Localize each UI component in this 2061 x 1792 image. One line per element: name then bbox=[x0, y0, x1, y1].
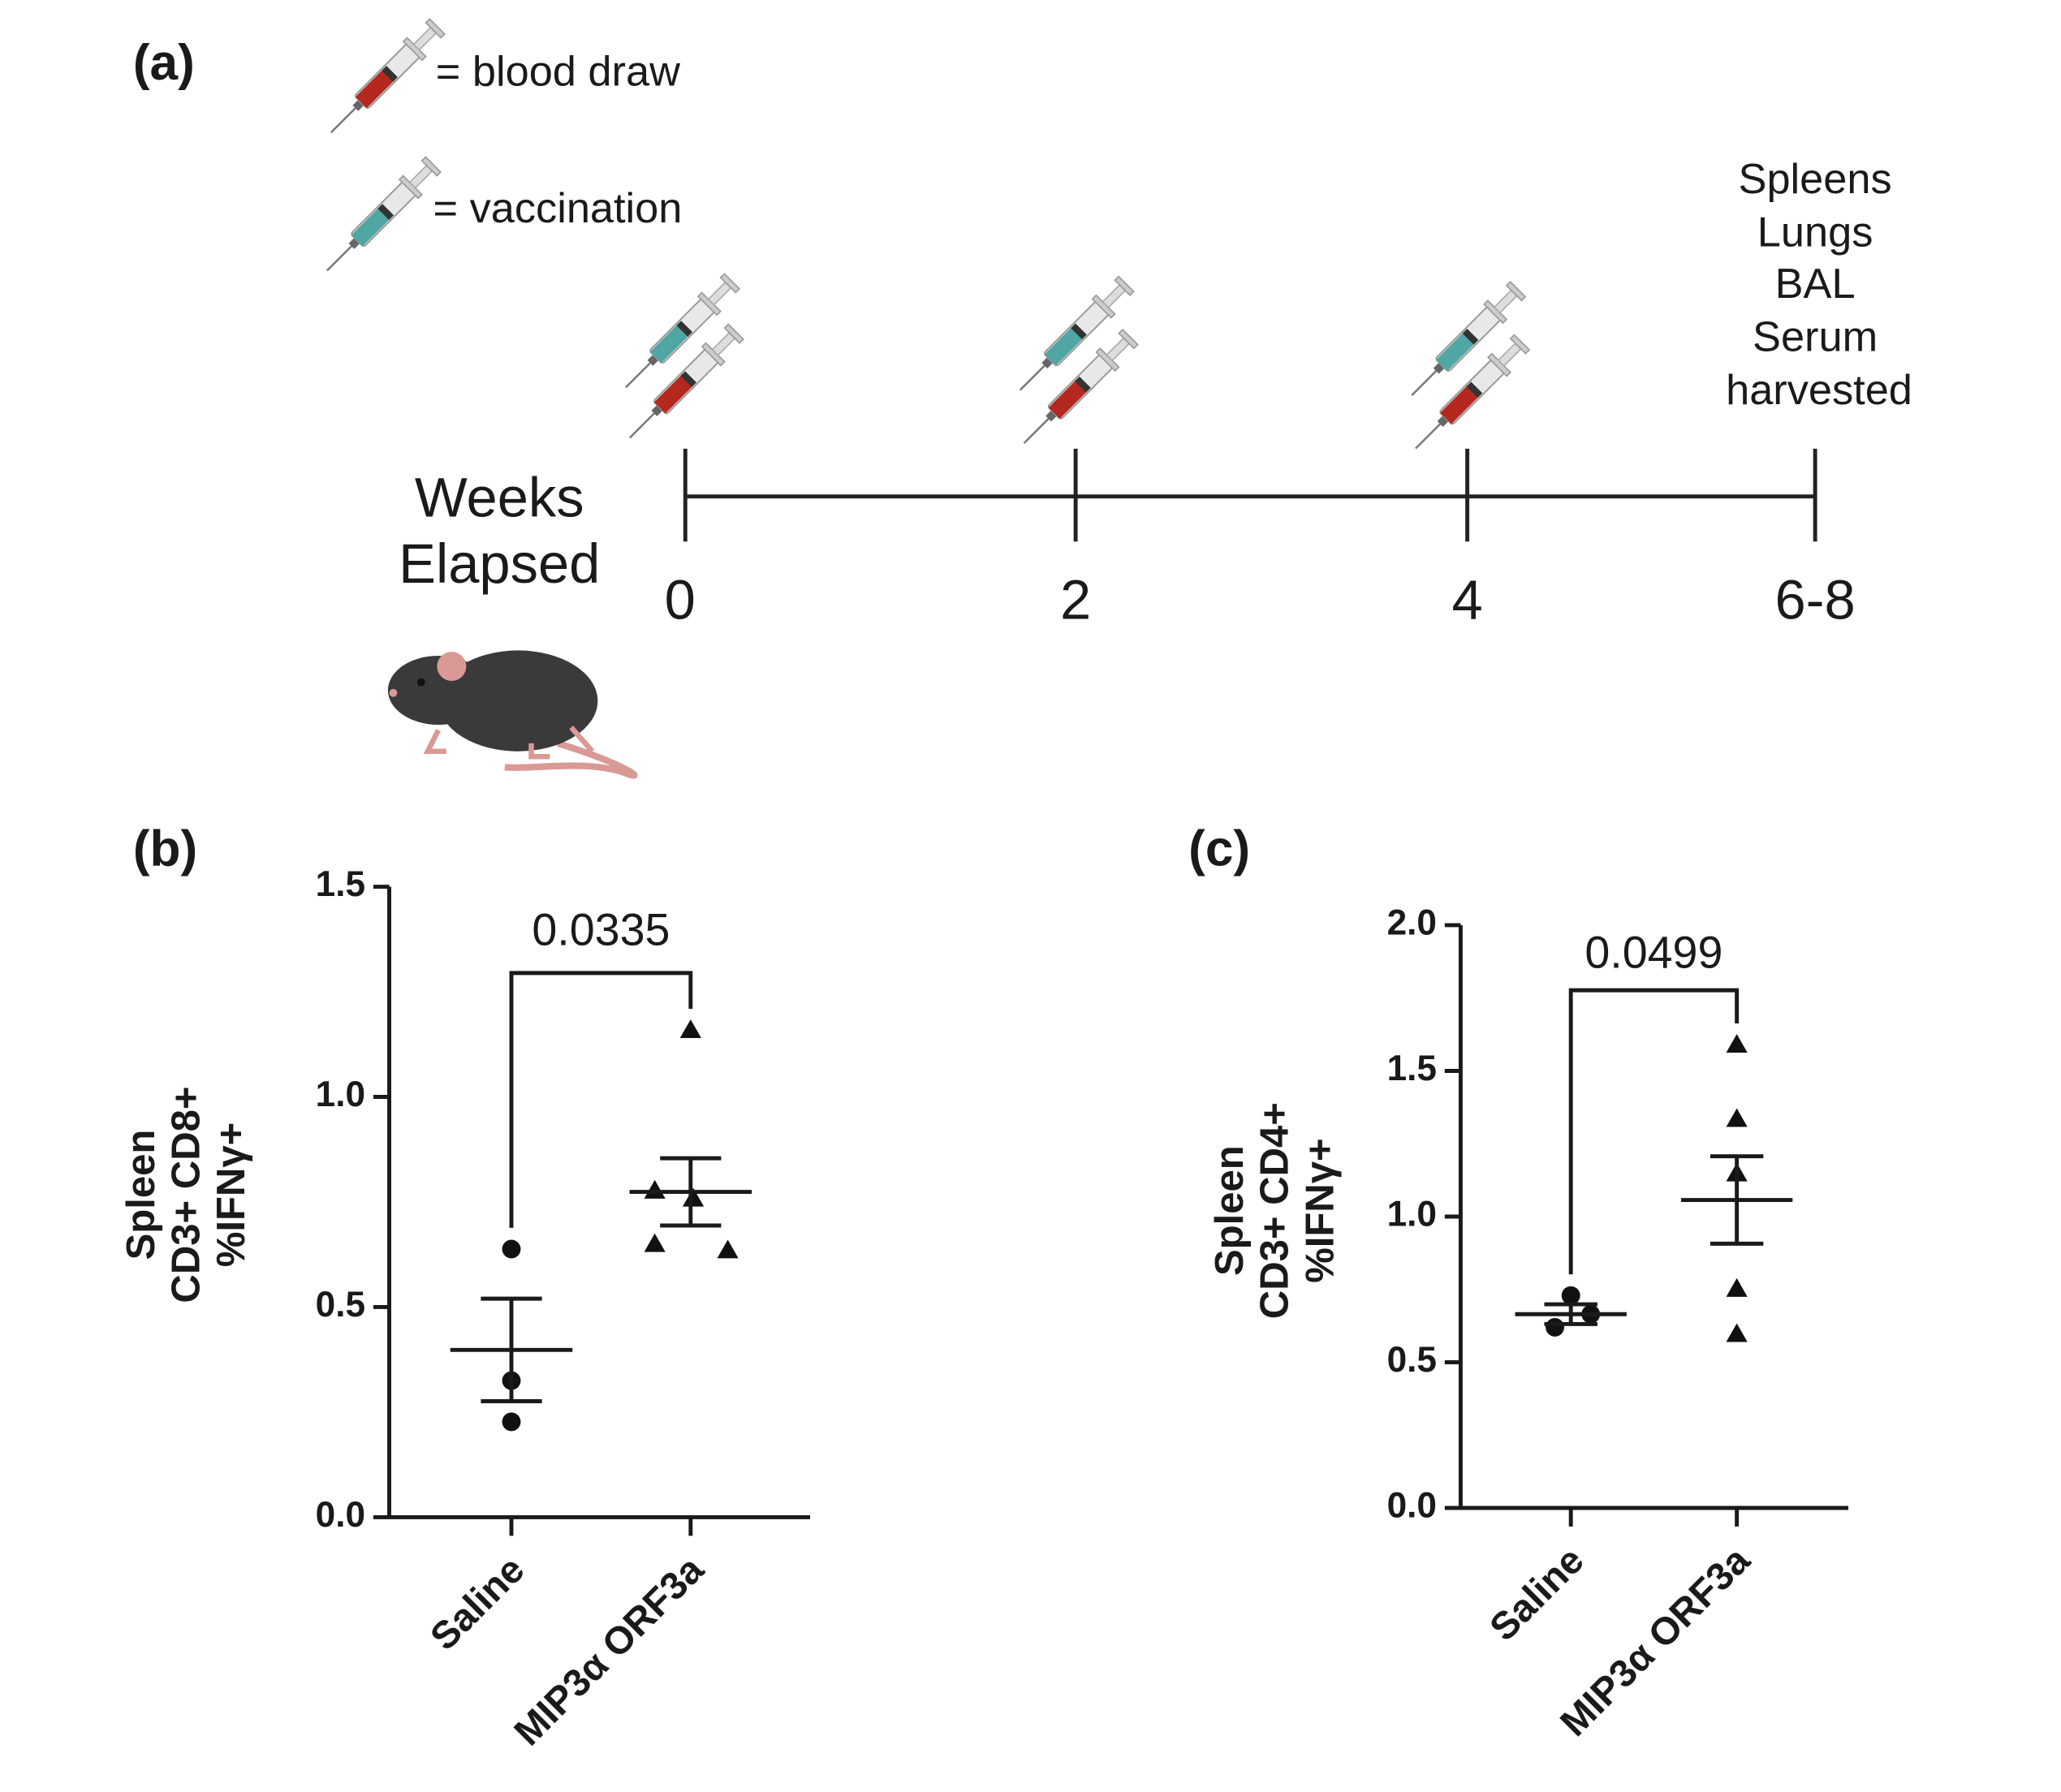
syringe-icon bbox=[317, 153, 444, 282]
y-tick-label: 0.0 bbox=[316, 1495, 365, 1535]
endpoint-label: Lungs bbox=[1757, 209, 1873, 256]
p-value: 0.0499 bbox=[1585, 927, 1723, 977]
endpoint-label: harvested bbox=[1726, 367, 1912, 414]
y-tick-label: 1.0 bbox=[1387, 1195, 1437, 1234]
panel-label: (a) bbox=[133, 35, 195, 91]
data-point bbox=[644, 1233, 666, 1252]
y-tick-label: 1.5 bbox=[1387, 1049, 1437, 1088]
y-axis-title: Spleen bbox=[119, 1130, 163, 1260]
significance-bracket bbox=[509, 971, 693, 1228]
timepoint-label: 6-8 bbox=[1774, 568, 1855, 631]
y-tick-label: 1.5 bbox=[316, 864, 365, 904]
data-point bbox=[502, 1412, 521, 1432]
significance-bracket bbox=[1568, 988, 1740, 1275]
endpoint-label: Spleens bbox=[1739, 156, 1892, 203]
endpoint-label: BAL bbox=[1775, 261, 1856, 308]
data-point bbox=[502, 1239, 521, 1259]
x-tick-label: Saline bbox=[422, 1548, 532, 1658]
y-axis-title: CD3+ CD4+ bbox=[1253, 1102, 1297, 1319]
panel-label: (c) bbox=[1188, 821, 1250, 877]
data-point bbox=[682, 1187, 705, 1207]
data-point bbox=[1726, 1034, 1748, 1053]
data-point bbox=[1726, 1323, 1748, 1342]
data-point bbox=[1726, 1108, 1748, 1127]
timepoint-label: 4 bbox=[1451, 568, 1482, 631]
mouse-icon bbox=[387, 650, 638, 779]
data-point bbox=[644, 1179, 666, 1199]
data-point bbox=[679, 1019, 701, 1038]
legend-label: = vaccination bbox=[433, 185, 683, 232]
data-point bbox=[1561, 1286, 1580, 1305]
y-axis-title: Spleen bbox=[1208, 1145, 1252, 1276]
x-tick-label: MIP3α ORF3a bbox=[506, 1548, 712, 1754]
y-axis-title: %IFNγ+ bbox=[209, 1122, 253, 1268]
x-tick-label: Saline bbox=[1481, 1539, 1592, 1649]
syringe-icon bbox=[321, 15, 448, 144]
timepoint-label: 2 bbox=[1060, 568, 1091, 631]
panel-label: (b) bbox=[133, 821, 197, 877]
legend-label: = blood draw bbox=[436, 48, 680, 95]
timeline-title: Elapsed bbox=[399, 532, 600, 595]
data-point bbox=[1546, 1317, 1564, 1337]
y-axis-title: CD3+ CD8+ bbox=[165, 1086, 209, 1303]
timeline-title: Weeks bbox=[415, 466, 584, 528]
endpoint-label: Serum bbox=[1753, 314, 1878, 361]
y-tick-label: 1.0 bbox=[316, 1075, 365, 1114]
y-axis-title: %IFNγ+ bbox=[1298, 1138, 1342, 1283]
timepoint-label: 0 bbox=[665, 568, 696, 631]
y-tick-label: 0.5 bbox=[316, 1285, 365, 1325]
data-point bbox=[717, 1239, 739, 1259]
y-tick-label: 0.5 bbox=[1387, 1340, 1437, 1380]
p-value: 0.0335 bbox=[532, 904, 670, 954]
y-tick-label: 2.0 bbox=[1387, 903, 1437, 943]
y-tick-label: 0.0 bbox=[1387, 1486, 1437, 1526]
data-point bbox=[1726, 1277, 1748, 1297]
